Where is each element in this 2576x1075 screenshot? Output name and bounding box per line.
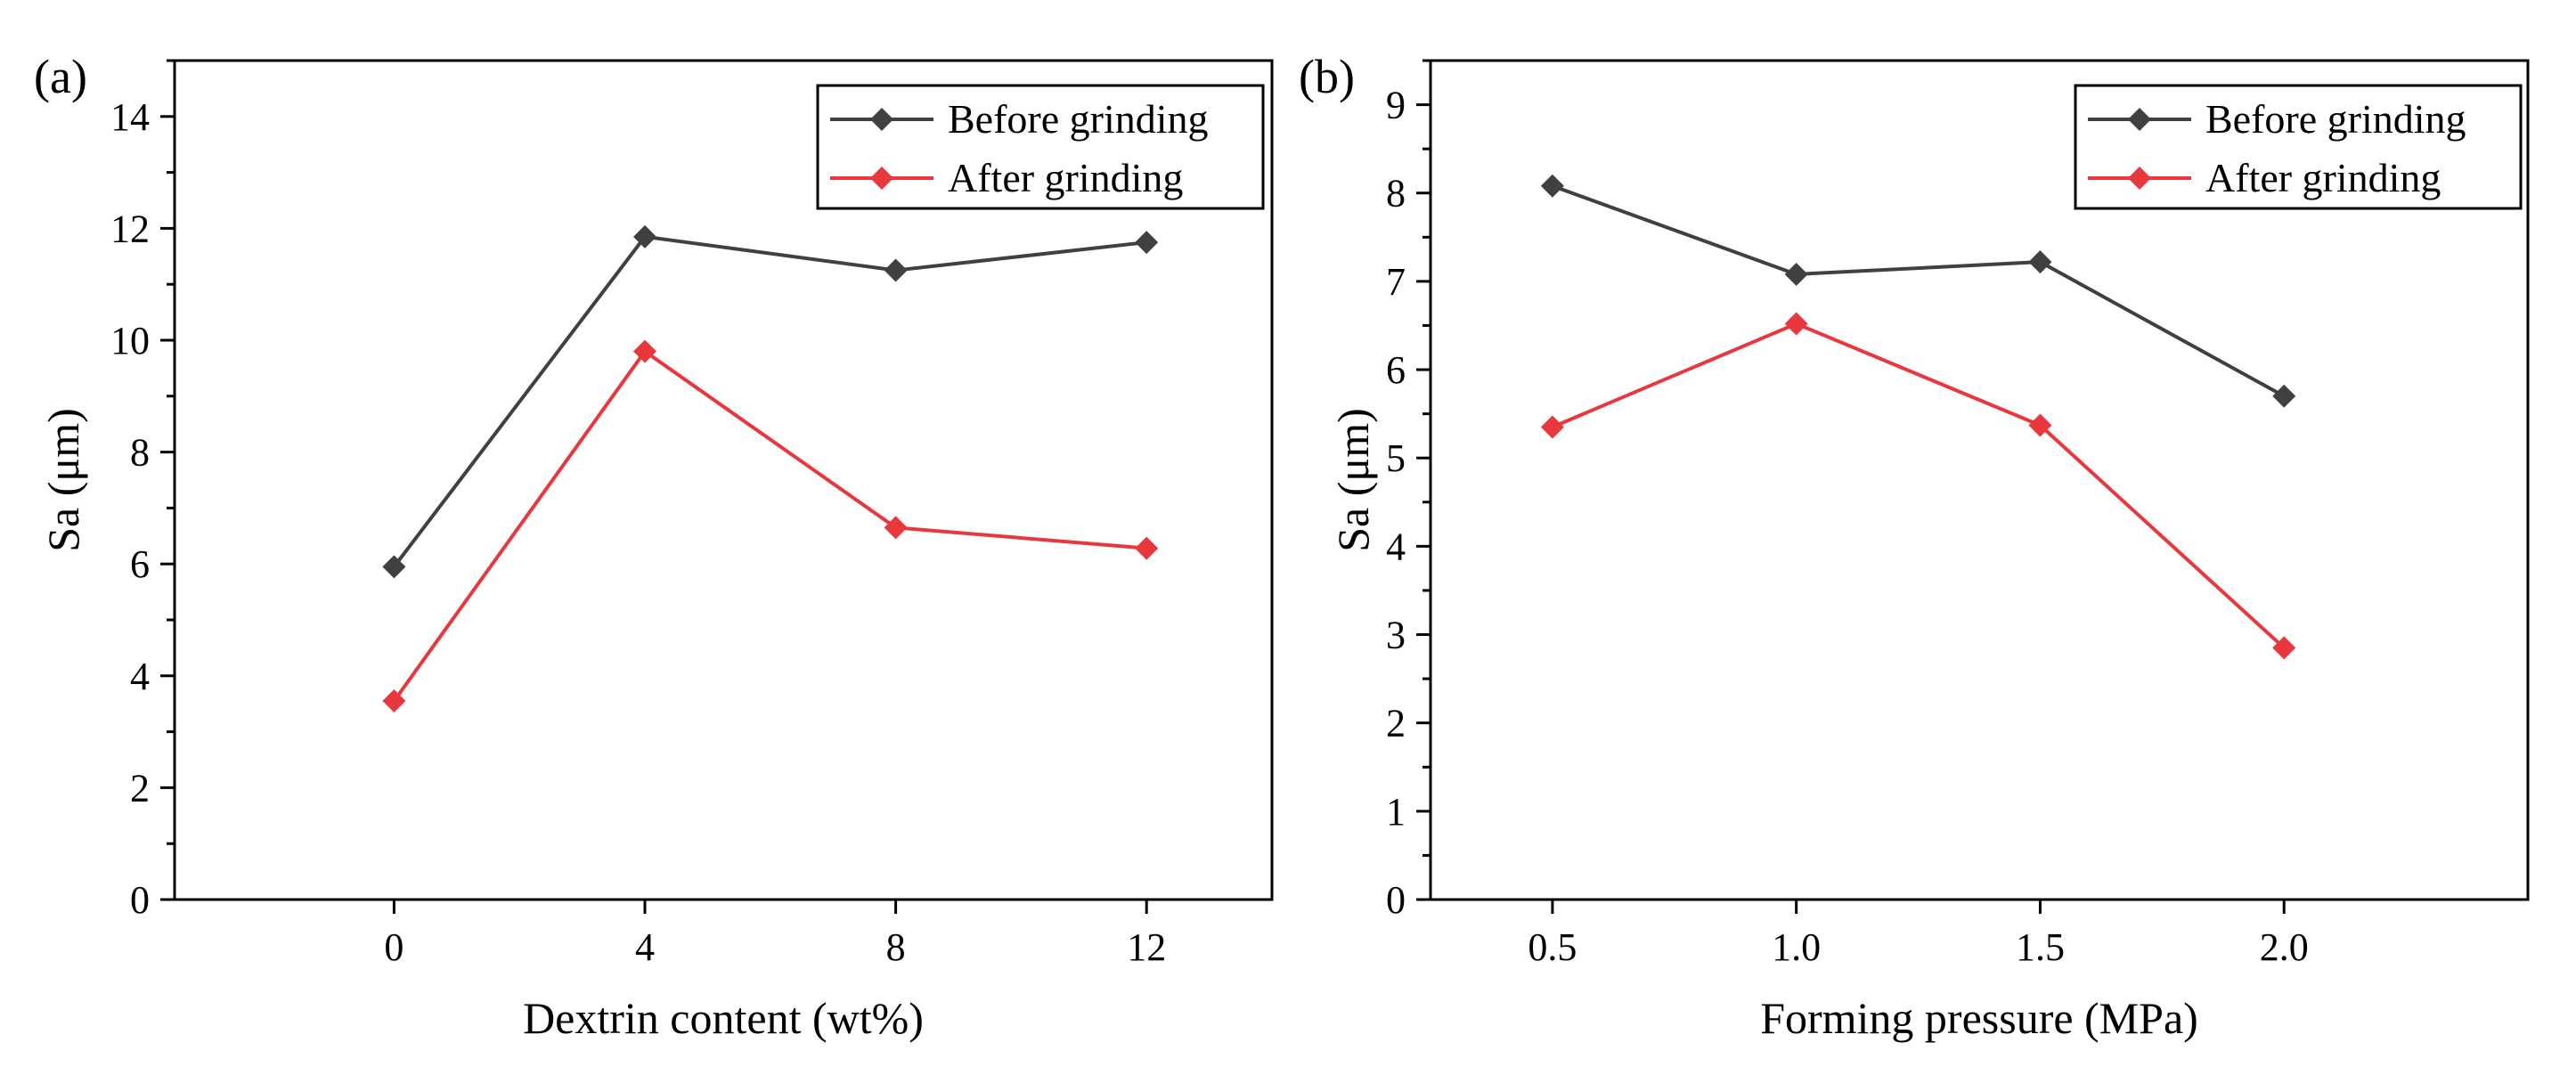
series-line-0 — [1552, 183, 2286, 398]
legend-label: After grinding — [948, 155, 1183, 200]
series-1-point — [633, 339, 656, 363]
y-tick-label: 6 — [130, 542, 150, 586]
series-1-point — [1784, 312, 1808, 336]
y-tick-label: 6 — [1386, 348, 1406, 392]
x-tick-label: 4 — [635, 925, 655, 969]
y-tick-label: 8 — [130, 431, 150, 475]
y-tick-label: 1 — [1386, 790, 1406, 834]
x-tick-label: 2.0 — [2260, 925, 2309, 969]
legend-label: Before grinding — [948, 96, 1209, 142]
series-0-point — [1540, 174, 1564, 198]
series-0-point — [2272, 384, 2296, 408]
plot-frame — [1429, 59, 2530, 901]
series-1-point — [1540, 415, 1564, 439]
series-0-point — [884, 258, 908, 282]
y-axis-label: Sa (μm) — [38, 408, 88, 552]
y-tick-label: 0 — [1386, 878, 1406, 922]
series-1-point — [382, 689, 406, 713]
series-1-point — [2272, 636, 2296, 660]
legend-marker — [870, 167, 893, 190]
x-tick-label: 12 — [1127, 925, 1166, 969]
y-tick-label: 7 — [1386, 260, 1406, 304]
y-tick-label: 2 — [130, 766, 150, 810]
legend-box — [2074, 84, 2523, 210]
series-1-point — [2028, 413, 2052, 437]
panel-a: (a) 0 2 4 6 8 10 12 14 0 4 8 12 Dextrin content (wt%)… — [34, 50, 1274, 1043]
series-0-point — [2028, 250, 2052, 274]
series-line-1 — [392, 348, 1147, 703]
y-tick-label: 2 — [1386, 702, 1406, 745]
series-line-1 — [1552, 322, 2286, 649]
y-tick-label: 0 — [130, 878, 150, 922]
x-tick-label: 0 — [384, 925, 404, 969]
x-axis-label: Dextrin content (wt%) — [523, 993, 924, 1043]
series-0-point — [382, 555, 406, 579]
panel-b: (b) 0 1 2 3 4 5 6 7 8 9 0.5 1.0 1.5 2.0 Forming pressur… — [1299, 50, 2530, 1043]
x-tick-label: 1.0 — [1772, 925, 1821, 969]
legend-label: Before grinding — [2205, 96, 2466, 142]
y-tick-label: 5 — [1386, 436, 1406, 480]
series-1-point — [884, 516, 908, 540]
series-0-point — [633, 224, 656, 248]
legend-marker — [2128, 167, 2151, 190]
y-tick-label: 3 — [1386, 614, 1406, 657]
y-tick-label: 4 — [1386, 525, 1406, 568]
legend-marker — [870, 108, 893, 131]
legend-label: After grinding — [2205, 155, 2441, 200]
y-tick-label: 10 — [110, 319, 150, 362]
y-tick-label: 4 — [130, 655, 150, 698]
series-line-0 — [392, 234, 1147, 568]
y-tick-label: 14 — [110, 95, 150, 139]
legend-box — [816, 84, 1265, 210]
series-1-point — [1135, 536, 1159, 560]
x-tick-label: 0.5 — [1528, 925, 1577, 969]
plot-frame — [173, 59, 1274, 901]
y-axis-label: Sa (μm) — [1328, 408, 1378, 552]
y-tick-label: 9 — [1386, 84, 1406, 127]
x-tick-label: 1.5 — [2016, 925, 2065, 969]
series-0-point — [1135, 231, 1159, 255]
x-tick-label: 8 — [886, 925, 906, 969]
panel-label: (b) — [1299, 50, 1355, 103]
panel-label: (a) — [34, 50, 87, 103]
y-tick-label: 8 — [1386, 172, 1406, 216]
y-tick-label: 12 — [110, 207, 150, 250]
legend-marker — [2128, 108, 2151, 131]
series-0-point — [1784, 262, 1808, 286]
x-axis-label: Forming pressure (MPa) — [1760, 993, 2198, 1043]
